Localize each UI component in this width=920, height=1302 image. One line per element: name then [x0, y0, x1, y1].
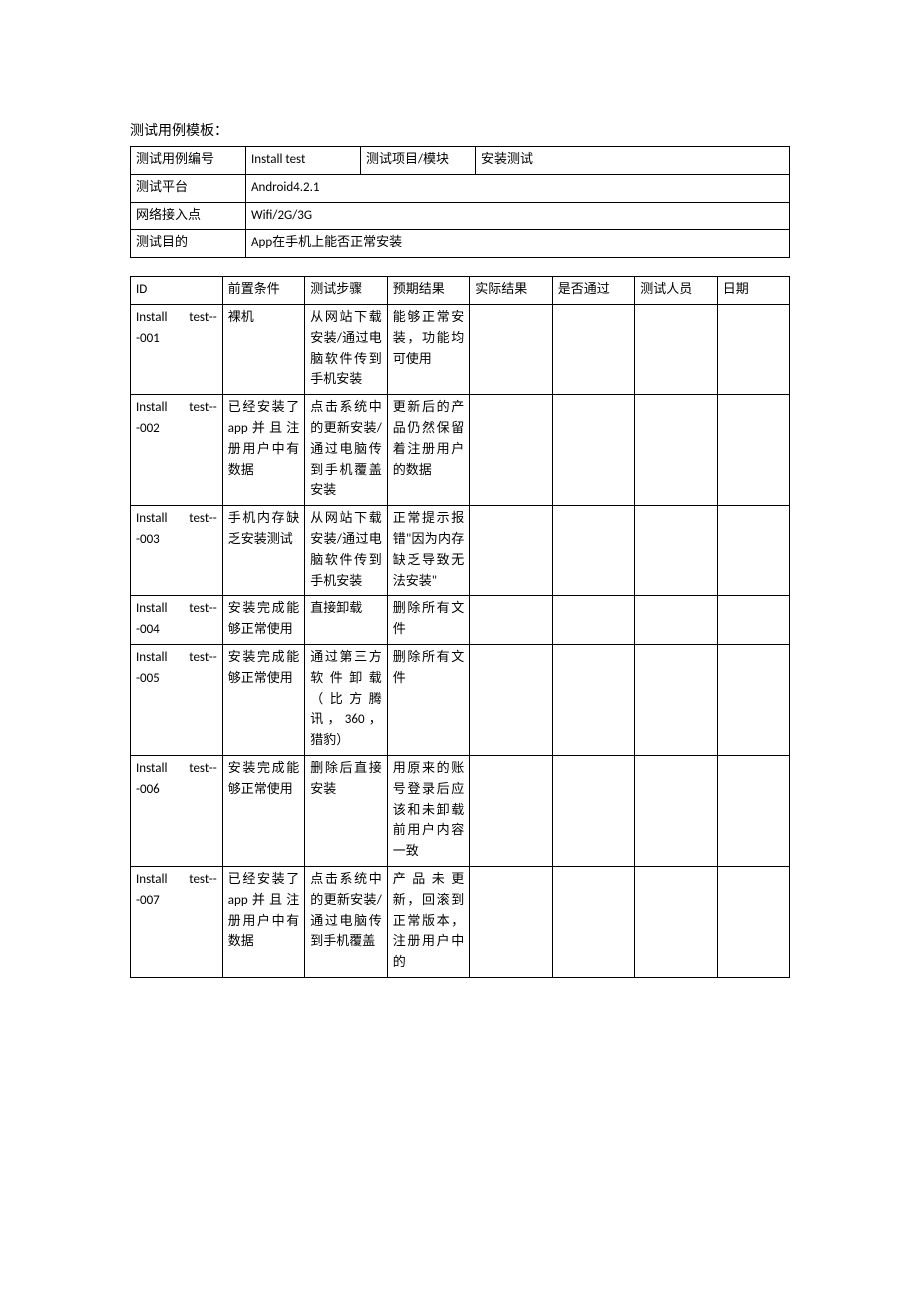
header-label: 测试平台 [131, 174, 246, 202]
cell-steps: 从网站下载安装/通过电脑软件传到手机安装 [305, 506, 388, 596]
cell-expected: 更新后的产品仍然保留着注册用户的数据 [387, 395, 470, 506]
cell-expected: 删除所有文件 [387, 644, 470, 755]
col-header-id: ID [131, 277, 223, 305]
cell-precondition: 安装完成能够正常使用 [222, 755, 305, 866]
cell-expected: 删除所有文件 [387, 596, 470, 645]
cell-date [717, 755, 789, 866]
cell-id: Install test---005 [131, 644, 223, 755]
cell-id: Install test---007 [131, 866, 223, 977]
cell-pass [552, 395, 635, 506]
cell-steps: 直接卸载 [305, 596, 388, 645]
cell-date [717, 395, 789, 506]
cell-precondition: 安装完成能够正常使用 [222, 644, 305, 755]
cell-actual [470, 755, 553, 866]
cell-tester [635, 596, 718, 645]
header-label: 测试目的 [131, 230, 246, 258]
header-row: 网络接入点 Wifi/2G/3G [131, 202, 790, 230]
col-header-date: 日期 [717, 277, 789, 305]
cell-tester [635, 506, 718, 596]
header-label: 网络接入点 [131, 202, 246, 230]
col-header-tester: 测试人员 [635, 277, 718, 305]
table-row: Install test---003手机内存缺乏安装测试从网站下载安装/通过电脑… [131, 506, 790, 596]
cell-expected: 能够正常安装，功能均可使用 [387, 304, 470, 394]
table-row: Install test---001裸机从网站下载安装/通过电脑软件传到手机安装… [131, 304, 790, 394]
cell-pass [552, 866, 635, 977]
cell-date [717, 644, 789, 755]
cell-tester [635, 866, 718, 977]
cell-actual [470, 506, 553, 596]
cell-pass [552, 596, 635, 645]
table-row: Install test---002已经安装了 app并且注册用户中有数据点击系… [131, 395, 790, 506]
table-header-row: ID 前置条件 测试步骤 预期结果 实际结果 是否通过 测试人员 日期 [131, 277, 790, 305]
cell-id: Install test---003 [131, 506, 223, 596]
cell-pass [552, 755, 635, 866]
cell-precondition: 手机内存缺乏安装测试 [222, 506, 305, 596]
page-title: 测试用例模板： [130, 120, 790, 140]
cell-id: Install test---002 [131, 395, 223, 506]
col-header-precondition: 前置条件 [222, 277, 305, 305]
table-row: Install test---004安装完成能够正常使用直接卸载删除所有文件 [131, 596, 790, 645]
cell-pass [552, 644, 635, 755]
cell-steps: 删除后直接安装 [305, 755, 388, 866]
header-row: 测试用例编号 Install test 测试项目/模块 安装测试 [131, 147, 790, 175]
col-header-actual: 实际结果 [470, 277, 553, 305]
cell-id: Install test---004 [131, 596, 223, 645]
header-row: 测试平台 Android4.2.1 [131, 174, 790, 202]
cell-id: Install test---006 [131, 755, 223, 866]
table-row: Install test---007已经安装了 app并且注册用户中有数据点击系… [131, 866, 790, 977]
header-value: Android4.2.1 [246, 174, 790, 202]
cell-pass [552, 506, 635, 596]
col-header-steps: 测试步骤 [305, 277, 388, 305]
cell-steps: 从网站下载安装/通过电脑软件传到手机安装 [305, 304, 388, 394]
cell-actual [470, 644, 553, 755]
cell-date [717, 866, 789, 977]
header-table: 测试用例编号 Install test 测试项目/模块 安装测试 测试平台 An… [130, 146, 790, 258]
cell-id: Install test---001 [131, 304, 223, 394]
header-value: App在手机上能否正常安装 [246, 230, 790, 258]
header-value: Install test [246, 147, 361, 175]
cell-actual [470, 395, 553, 506]
cell-date [717, 596, 789, 645]
cell-steps: 通过第三方软件卸载（比方腾讯，360，猎豹） [305, 644, 388, 755]
cell-tester [635, 755, 718, 866]
cell-expected: 正常提示报错"因为内存缺乏导致无法安装" [387, 506, 470, 596]
cell-steps: 点击系统中的更新安装/通过电脑传到手机覆盖 [305, 866, 388, 977]
test-cases-table: ID 前置条件 测试步骤 预期结果 实际结果 是否通过 测试人员 日期 Inst… [130, 276, 790, 978]
cell-tester [635, 304, 718, 394]
header-label: 测试项目/模块 [361, 147, 476, 175]
cell-expected: 用原来的账号登录后应该和未卸载前用户内容一致 [387, 755, 470, 866]
cell-pass [552, 304, 635, 394]
cell-expected: 产品未更新，回滚到正常版本，注册用户中的 [387, 866, 470, 977]
cell-precondition: 安装完成能够正常使用 [222, 596, 305, 645]
col-header-expected: 预期结果 [387, 277, 470, 305]
cell-precondition: 已经安装了 app并且注册用户中有数据 [222, 866, 305, 977]
header-row: 测试目的 App在手机上能否正常安装 [131, 230, 790, 258]
cell-date [717, 506, 789, 596]
cell-precondition: 已经安装了 app并且注册用户中有数据 [222, 395, 305, 506]
cell-actual [470, 596, 553, 645]
header-value: Wifi/2G/3G [246, 202, 790, 230]
cell-actual [470, 866, 553, 977]
table-row: Install test---005安装完成能够正常使用通过第三方软件卸载（比方… [131, 644, 790, 755]
cell-steps: 点击系统中的更新安装/通过电脑传到手机覆盖安装 [305, 395, 388, 506]
col-header-pass: 是否通过 [552, 277, 635, 305]
cell-tester [635, 395, 718, 506]
cell-precondition: 裸机 [222, 304, 305, 394]
cell-date [717, 304, 789, 394]
cell-actual [470, 304, 553, 394]
table-row: Install test---006安装完成能够正常使用删除后直接安装用原来的账… [131, 755, 790, 866]
cell-tester [635, 644, 718, 755]
header-value: 安装测试 [476, 147, 790, 175]
header-label: 测试用例编号 [131, 147, 246, 175]
